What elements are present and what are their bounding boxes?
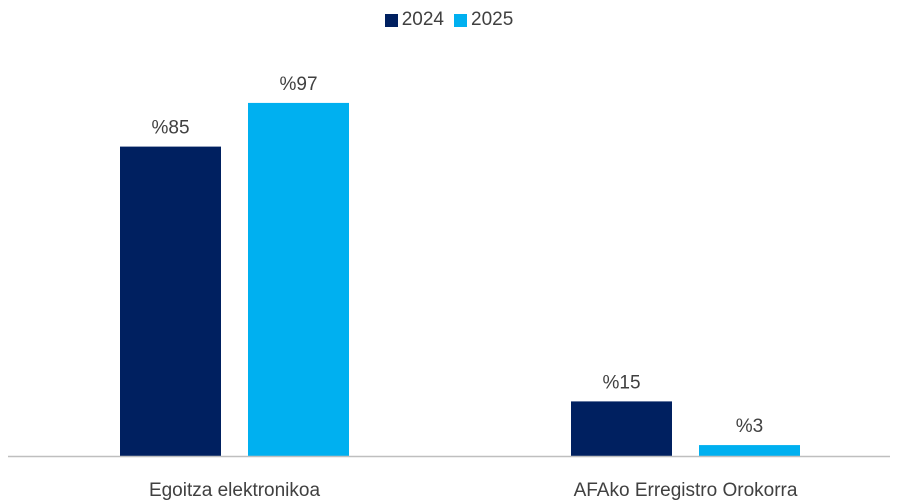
- bar-2025-2: [699, 445, 800, 456]
- bar-2025-1: [248, 103, 349, 456]
- data-label-2025-2: %3: [736, 416, 763, 437]
- data-label-2024-2: %15: [602, 372, 640, 393]
- data-label-2024-1: %85: [151, 118, 189, 139]
- data-label-2025-1: %97: [279, 74, 317, 95]
- category-label-1: Egoitza elektronikoa: [149, 480, 321, 500]
- category-label-2: AFAko Erregistro Orokorra: [574, 480, 798, 500]
- bar-2024-2: [571, 401, 672, 456]
- bar-2024-1: [120, 147, 221, 456]
